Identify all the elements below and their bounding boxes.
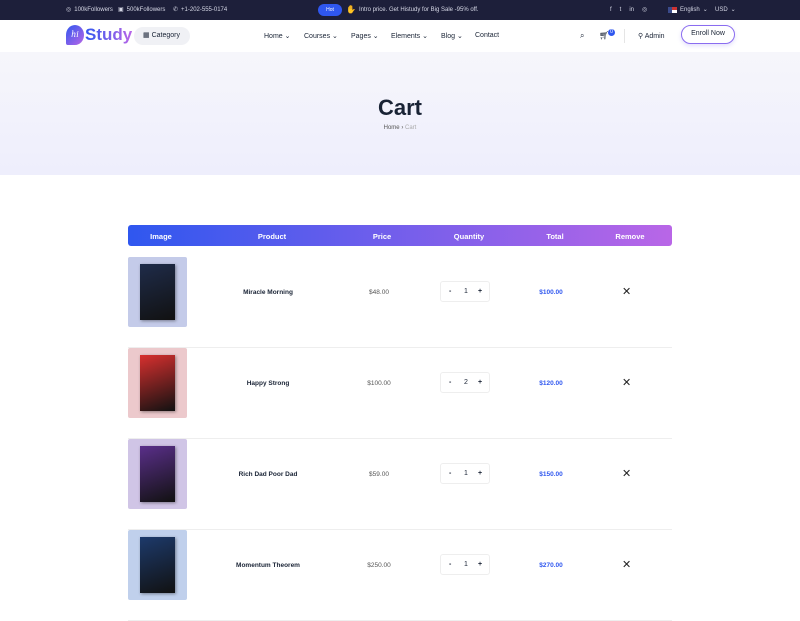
clap-icon: ✋ bbox=[346, 5, 356, 14]
product-name[interactable]: Rich Dad Poor Dad bbox=[238, 471, 298, 478]
menu-home[interactable]: Home ⌄ bbox=[264, 33, 291, 40]
quantity-value[interactable]: 1 bbox=[464, 470, 468, 477]
remove-icon[interactable]: ✕ bbox=[622, 559, 632, 571]
top-bar: ◎ 100kFollowers ▣ 500kFollowers ✆ +1-202-55… bbox=[0, 0, 800, 20]
decrement-button[interactable]: - bbox=[449, 379, 452, 386]
menu-pages[interactable]: Pages ⌄ bbox=[351, 33, 379, 40]
header-price: Price bbox=[372, 232, 392, 241]
product-total: $150.00 bbox=[539, 471, 563, 478]
product-image[interactable] bbox=[128, 530, 187, 600]
twitter-icon[interactable]: t bbox=[619, 6, 622, 13]
product-total: $100.00 bbox=[539, 289, 563, 296]
category-button[interactable]: ▦ Category bbox=[134, 27, 190, 45]
quantity-value[interactable]: 2 bbox=[464, 379, 468, 386]
promo: ✋ Intro price. Get Histudy for Big Sale -… bbox=[346, 5, 479, 14]
us-flag-icon bbox=[668, 6, 677, 13]
chevron-down-icon: ⌄ bbox=[702, 7, 708, 13]
breadcrumb-current: Cart bbox=[405, 125, 417, 131]
product-price: $100.00 bbox=[367, 380, 391, 387]
header-image: Image bbox=[150, 232, 172, 241]
breadcrumb: Home › Cart bbox=[383, 125, 417, 131]
social-links: f t in ◎ bbox=[610, 6, 648, 14]
header-product: Product bbox=[257, 232, 287, 241]
quantity-value[interactable]: 1 bbox=[464, 288, 468, 295]
book-cover bbox=[140, 537, 175, 593]
book-cover bbox=[140, 264, 175, 320]
product-name[interactable]: Miracle Morning bbox=[243, 289, 293, 296]
facebook-icon[interactable]: f bbox=[610, 6, 612, 13]
header-total: Total bbox=[546, 232, 564, 241]
product-total: $120.00 bbox=[539, 380, 563, 387]
enroll-now-button[interactable]: Enroll Now bbox=[681, 25, 735, 44]
decrement-button[interactable]: - bbox=[449, 470, 452, 477]
remove-icon[interactable]: ✕ bbox=[622, 468, 632, 480]
instagram-followers[interactable]: ◎ 100kFollowers bbox=[66, 6, 113, 14]
cart-count-badge: 0 bbox=[608, 29, 615, 36]
facebook-icon: ▣ bbox=[118, 7, 124, 13]
cart-table-header: Image Product Price Quantity Total Remov… bbox=[128, 225, 672, 246]
quantity-value[interactable]: 1 bbox=[464, 561, 468, 568]
chevron-down-icon: ⌄ bbox=[730, 7, 736, 13]
quantity-stepper[interactable]: - 1 + bbox=[440, 463, 490, 484]
book-cover bbox=[140, 446, 175, 502]
language-select[interactable]: English ⌄ bbox=[668, 6, 708, 13]
hot-badge: Hot bbox=[318, 4, 342, 16]
linkedin-icon[interactable]: in bbox=[629, 6, 635, 13]
page-title: Cart bbox=[377, 95, 422, 120]
header-quantity: Quantity bbox=[453, 232, 485, 241]
instagram-icon[interactable]: ◎ bbox=[642, 7, 648, 13]
menu-elements[interactable]: Elements ⌄ bbox=[391, 33, 428, 40]
cart-icon[interactable]: 🛒︎ bbox=[599, 31, 610, 40]
divider bbox=[624, 29, 625, 43]
main-nav: hi Study ▦ Category Home ⌄ Courses ⌄ Page… bbox=[0, 20, 800, 52]
product-image[interactable] bbox=[128, 439, 187, 509]
product-total: $270.00 bbox=[539, 562, 563, 569]
search-icon[interactable]: ⌕ bbox=[580, 31, 585, 40]
grid-icon: ▦ bbox=[143, 32, 152, 39]
quantity-stepper[interactable]: - 2 + bbox=[440, 372, 490, 393]
product-price: $59.00 bbox=[369, 471, 389, 478]
increment-button[interactable]: + bbox=[478, 288, 483, 295]
product-image[interactable] bbox=[128, 348, 187, 418]
user-icon: ⚲ bbox=[638, 33, 645, 40]
decrement-button[interactable]: - bbox=[449, 288, 452, 295]
product-image[interactable] bbox=[128, 257, 187, 327]
menu-courses[interactable]: Courses ⌄ bbox=[304, 33, 338, 40]
product-price: $48.00 bbox=[369, 289, 389, 296]
page-hero: Cart Home › Cart bbox=[0, 52, 800, 175]
user-menu[interactable]: ⚲ Admin bbox=[638, 33, 665, 40]
logo-word: Study bbox=[85, 25, 133, 44]
menu-contact[interactable]: Contact bbox=[475, 32, 500, 39]
quantity-stepper[interactable]: - 1 + bbox=[440, 554, 490, 575]
breadcrumb-home[interactable]: Home bbox=[383, 125, 400, 131]
currency-select[interactable]: USD ⌄ bbox=[715, 6, 736, 14]
product-name[interactable]: Happy Strong bbox=[246, 380, 290, 387]
product-name[interactable]: Momentum Theorem bbox=[236, 562, 300, 569]
cart-row: Miracle Morning $48.00 - 1 + $100.00 ✕ bbox=[128, 257, 672, 348]
phone-icon: ✆ bbox=[173, 7, 179, 13]
remove-icon[interactable]: ✕ bbox=[622, 377, 632, 389]
cart-row: Rich Dad Poor Dad $59.00 - 1 + $150.00 ✕ bbox=[128, 439, 672, 530]
decrement-button[interactable]: - bbox=[449, 561, 452, 568]
increment-button[interactable]: + bbox=[478, 379, 483, 386]
header-remove: Remove bbox=[615, 232, 645, 241]
instagram-icon: ◎ bbox=[66, 7, 72, 13]
menu-blog[interactable]: Blog ⌄ bbox=[441, 33, 463, 40]
remove-icon[interactable]: ✕ bbox=[622, 286, 632, 298]
cart-row: Momentum Theorem $250.00 - 1 + $270.00 ✕ bbox=[128, 530, 672, 621]
cart-row: Happy Strong $100.00 - 2 + $120.00 ✕ bbox=[128, 348, 672, 439]
book-cover bbox=[140, 355, 175, 411]
facebook-followers[interactable]: ▣ 500kFollowers bbox=[118, 6, 166, 14]
increment-button[interactable]: + bbox=[478, 470, 483, 477]
product-price: $250.00 bbox=[367, 562, 391, 569]
logo-mark: hi bbox=[66, 25, 84, 45]
phone[interactable]: ✆ +1-202-555-0174 bbox=[173, 6, 228, 14]
increment-button[interactable]: + bbox=[478, 561, 483, 568]
quantity-stepper[interactable]: - 1 + bbox=[440, 281, 490, 302]
logo[interactable]: hi Study bbox=[66, 25, 132, 45]
